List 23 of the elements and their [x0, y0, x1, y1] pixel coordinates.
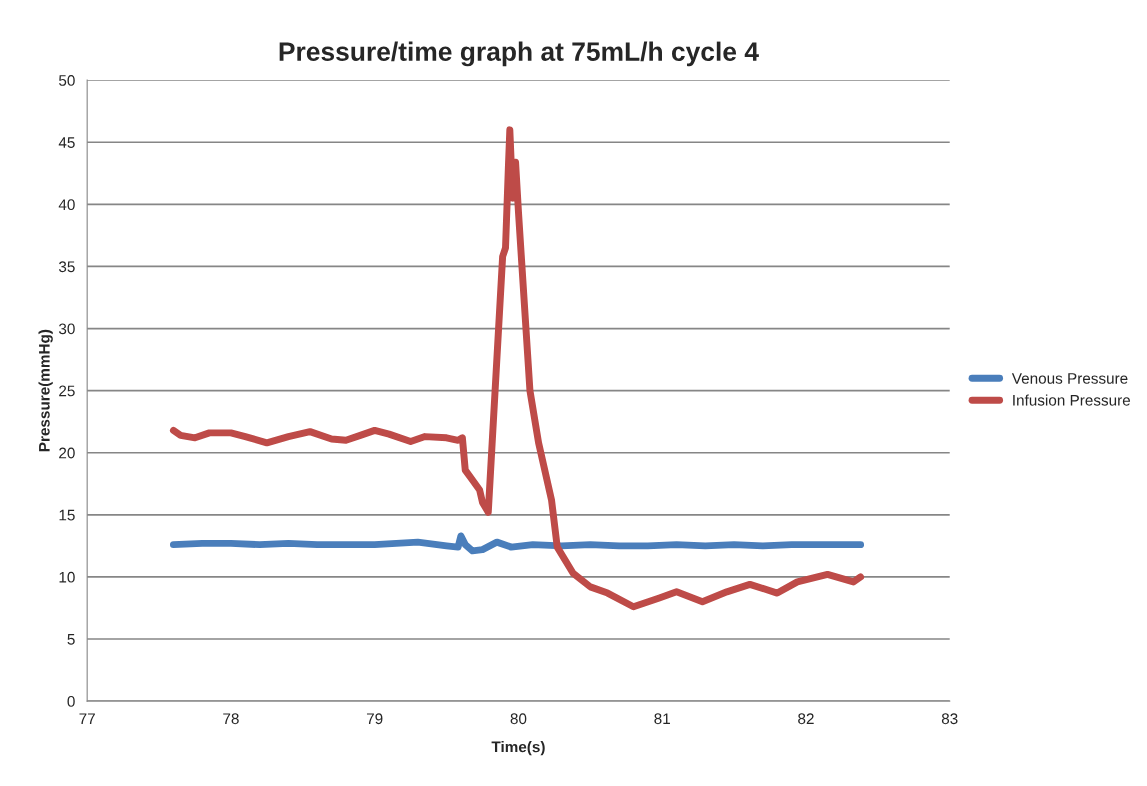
chart-title: Pressure/time graph at 75mL/h cycle 4	[279, 41, 759, 67]
x-tick-label: 78	[223, 713, 239, 725]
y-tick-label: 20	[59, 447, 75, 459]
y-tick-label: 5	[67, 634, 75, 645]
y-tick-label: 25	[59, 385, 75, 397]
y-tick-label: 15	[59, 509, 75, 521]
legend-label: Infusion Pressure	[1013, 394, 1131, 406]
y-tick-label: 50	[58, 75, 75, 86]
x-tick-label: 82	[798, 713, 814, 725]
x-tick-label: 80	[510, 713, 527, 725]
y-tick-label: 35	[58, 261, 75, 273]
y-tick-label: 0	[67, 695, 75, 707]
y-tick-label: 30	[58, 323, 75, 335]
y-tick-label: 40	[58, 199, 75, 211]
y-tick-label: 45	[58, 137, 75, 148]
y-tick-label: 10	[59, 571, 75, 583]
x-axis-title: Time(s)	[491, 741, 545, 756]
x-tick-label: 79	[366, 713, 383, 725]
x-tick-label: 81	[654, 713, 670, 725]
legend-label: Venous Pressure	[1011, 373, 1128, 384]
y-axis-title: Pressure(mmHg)	[38, 329, 53, 452]
x-tick-label: 77	[79, 713, 95, 724]
x-tick-label: 83	[941, 713, 958, 725]
